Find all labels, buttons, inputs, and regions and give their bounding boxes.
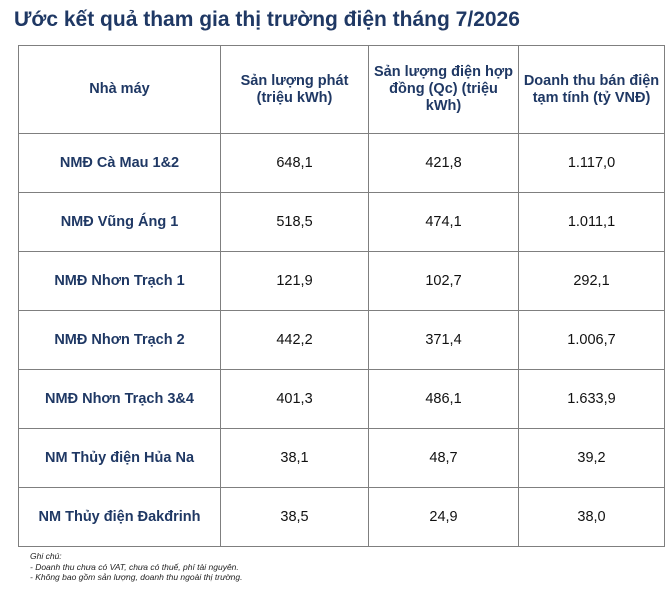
contract-output-value: 102,7 bbox=[368, 251, 519, 311]
revenue-value: 292,1 bbox=[518, 251, 665, 311]
contract-output-value: 421,8 bbox=[368, 133, 519, 193]
plant-name: NMĐ Vũng Áng 1 bbox=[18, 192, 221, 252]
output-value: 121,9 bbox=[220, 251, 369, 311]
revenue-value: 1.011,1 bbox=[518, 192, 665, 252]
table-row: NMĐ Vũng Áng 1 518,5 474,1 1.011,1 bbox=[18, 192, 665, 252]
table-row: NMĐ Cà Mau 1&2 648,1 421,8 1.117,0 bbox=[18, 133, 665, 193]
output-value: 38,5 bbox=[220, 487, 369, 547]
table-row: NM Thủy điện Đakđrinh 38,5 24,9 38,0 bbox=[18, 487, 665, 547]
table-row: NM Thủy điện Hủa Na 38,1 48,7 39,2 bbox=[18, 428, 665, 488]
footnote-heading: Ghi chú: bbox=[30, 551, 62, 561]
table-row: NMĐ Nhơn Trạch 2 442,2 371,4 1.006,7 bbox=[18, 310, 665, 370]
revenue-value: 39,2 bbox=[518, 428, 665, 488]
table-header-row: Nhà máy Sản lượng phát (triệu kWh) Sản l… bbox=[18, 45, 665, 134]
page-title: Ước kết quả tham gia thị trường điện thá… bbox=[14, 8, 520, 31]
contract-output-value: 24,9 bbox=[368, 487, 519, 547]
header-plant: Nhà máy bbox=[18, 45, 221, 134]
footnotes: Ghi chú: - Doanh thu chưa có VAT, chưa c… bbox=[30, 551, 242, 583]
header-output: Sản lượng phát (triệu kWh) bbox=[220, 45, 369, 134]
output-value: 518,5 bbox=[220, 192, 369, 252]
plant-name: NMĐ Nhơn Trạch 3&4 bbox=[18, 369, 221, 429]
table-row: NMĐ Nhơn Trạch 1 121,9 102,7 292,1 bbox=[18, 251, 665, 311]
contract-output-value: 371,4 bbox=[368, 310, 519, 370]
output-value: 38,1 bbox=[220, 428, 369, 488]
market-results-table: Nhà máy Sản lượng phát (triệu kWh) Sản l… bbox=[18, 45, 665, 547]
contract-output-value: 486,1 bbox=[368, 369, 519, 429]
plant-name: NM Thủy điện Hủa Na bbox=[18, 428, 221, 488]
revenue-value: 1.633,9 bbox=[518, 369, 665, 429]
plant-name: NMĐ Nhơn Trạch 1 bbox=[18, 251, 221, 311]
header-revenue: Doanh thu bán điện tạm tính (tỷ VNĐ) bbox=[518, 45, 665, 134]
revenue-value: 1.006,7 bbox=[518, 310, 665, 370]
plant-name: NMĐ Cà Mau 1&2 bbox=[18, 133, 221, 193]
contract-output-value: 48,7 bbox=[368, 428, 519, 488]
footnote-line: - Doanh thu chưa có VAT, chưa có thuế, p… bbox=[30, 561, 239, 572]
contract-output-value: 474,1 bbox=[368, 192, 519, 252]
revenue-value: 1.117,0 bbox=[518, 133, 665, 193]
table-row: NMĐ Nhơn Trạch 3&4 401,3 486,1 1.633,9 bbox=[18, 369, 665, 429]
header-contract-output: Sản lượng điện hợp đồng (Qc) (triệu kWh) bbox=[368, 45, 519, 134]
output-value: 442,2 bbox=[220, 310, 369, 370]
footnote-line: - Không bao gồm sản lượng, doanh thu ngo… bbox=[30, 572, 243, 582]
output-value: 648,1 bbox=[220, 133, 369, 193]
plant-name: NMĐ Nhơn Trạch 2 bbox=[18, 310, 221, 370]
plant-name: NM Thủy điện Đakđrinh bbox=[18, 487, 221, 547]
output-value: 401,3 bbox=[220, 369, 369, 429]
revenue-value: 38,0 bbox=[518, 487, 665, 547]
